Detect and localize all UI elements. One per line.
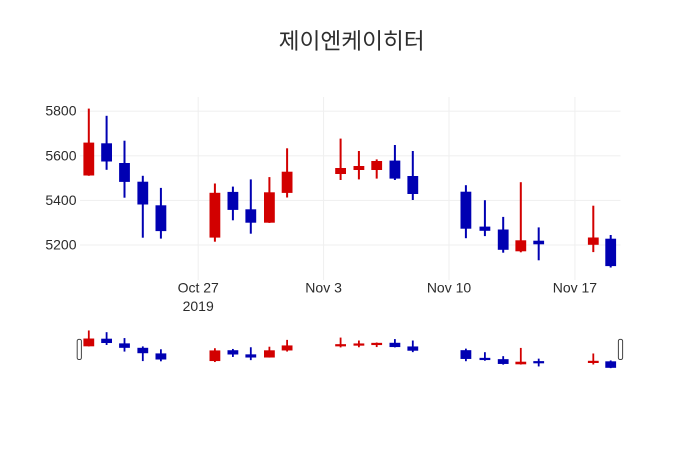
svg-text:5600: 5600 [45,147,76,163]
svg-text:Oct 27: Oct 27 [178,280,219,296]
svg-text:5400: 5400 [45,192,76,208]
svg-text:5200: 5200 [45,236,76,252]
svg-text:2019: 2019 [183,298,214,314]
svg-text:Nov 17: Nov 17 [553,280,598,296]
svg-text:5800: 5800 [45,103,76,119]
svg-text:Nov 3: Nov 3 [305,280,342,296]
svg-text:Nov 10: Nov 10 [427,280,472,296]
